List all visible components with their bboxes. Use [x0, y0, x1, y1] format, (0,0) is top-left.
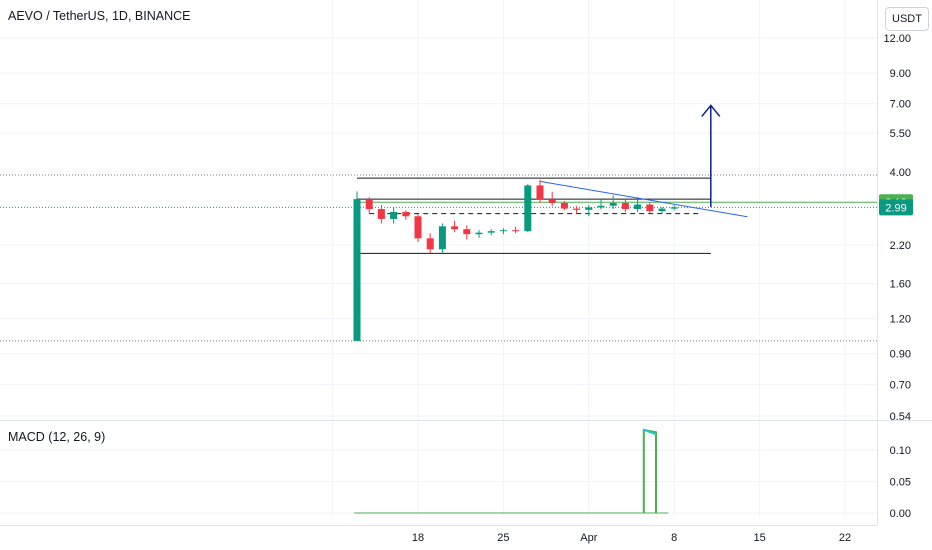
y-tick-label: 0.90 — [890, 349, 911, 361]
x-tick-label: 22 — [839, 532, 851, 544]
y-tick-label: 1.20 — [890, 314, 911, 326]
candle-body — [536, 185, 544, 200]
price-badge-label: 2.99 — [885, 202, 906, 214]
candle-body — [475, 232, 483, 235]
candle-body — [621, 202, 629, 210]
macd-y-tick-label: 0.00 — [890, 508, 911, 520]
candle-body — [414, 216, 422, 239]
candles — [353, 179, 678, 341]
macd-signal-line — [643, 428, 657, 436]
y-tick-label: 1.60 — [890, 279, 911, 291]
candle-body — [353, 199, 361, 341]
candle-body — [560, 202, 568, 209]
level-lines — [0, 174, 877, 342]
y-tick-label: 12.00 — [883, 33, 911, 45]
grid — [0, 0, 877, 517]
macd-histogram-bar — [642, 428, 657, 513]
candle-body — [658, 208, 666, 212]
drawings — [539, 104, 748, 218]
x-tick-label: 25 — [497, 532, 509, 544]
candle-body — [597, 205, 605, 208]
candle-body — [438, 226, 446, 250]
x-tick-label: Apr — [580, 532, 597, 544]
x-tick-label: 8 — [671, 532, 677, 544]
trendline — [539, 180, 748, 218]
candle-body — [609, 202, 617, 206]
candle-body — [499, 230, 507, 232]
y-tick-label: 9.00 — [890, 68, 911, 80]
y-tick-label: 0.70 — [890, 379, 911, 391]
macd-y-tick-label: 0.10 — [890, 445, 911, 457]
y-tick-label: 4.00 — [890, 167, 911, 179]
candle-body — [548, 199, 556, 203]
y-tick-label: 5.50 — [890, 128, 911, 140]
chart-title: AEVO / TetherUS, 1D, BINANCE — [8, 9, 191, 23]
y-tick-label: 2.20 — [890, 240, 911, 252]
candle-body — [402, 211, 410, 217]
y-tick-label: 7.00 — [890, 99, 911, 111]
candle-body — [573, 208, 581, 210]
macd-pane — [354, 428, 669, 514]
candle-body — [646, 204, 654, 212]
candle-body — [670, 207, 678, 209]
candle-body — [524, 185, 532, 232]
y-tick-label: 0.54 — [890, 411, 911, 423]
x-tick-label: 15 — [753, 532, 765, 544]
candle-body — [634, 204, 642, 210]
candle-body — [451, 226, 459, 230]
candle-body — [463, 229, 471, 235]
candle-body — [377, 209, 385, 219]
currency-button[interactable]: USDT — [885, 7, 929, 31]
candle-body — [585, 207, 593, 210]
candle-body — [487, 231, 495, 233]
candle-body — [365, 199, 373, 210]
macd-indicator-label[interactable]: MACD (12, 26, 9) — [8, 430, 106, 444]
candle-body — [426, 238, 434, 250]
last-price-badge — [879, 199, 913, 216]
macd-y-tick-label: 0.05 — [890, 477, 911, 489]
arrow-head — [701, 104, 721, 117]
x-tick-label: 18 — [412, 532, 424, 544]
candle-body — [512, 230, 520, 232]
candle-body — [390, 211, 398, 219]
